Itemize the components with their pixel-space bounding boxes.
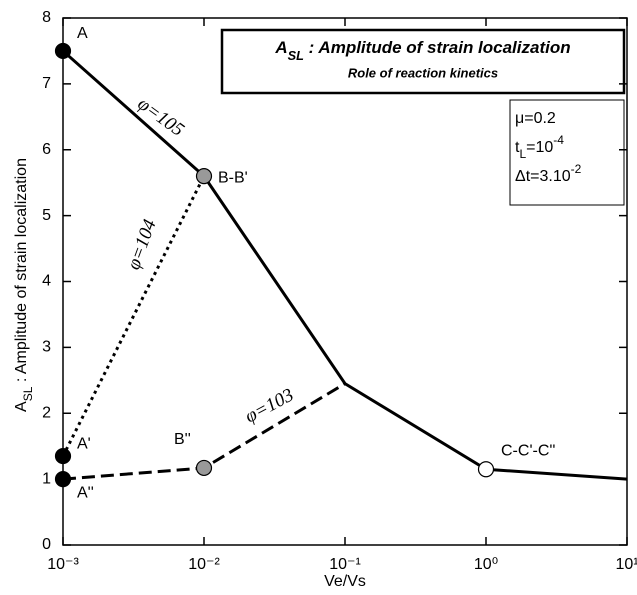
y-tick-label: 3 [42,339,51,356]
y-tick-label: 4 [42,273,51,290]
text-run: : Amplitude of strain localization [304,38,571,57]
series-label: φ=103 [242,385,298,428]
y-tick-label: 2 [42,404,51,421]
point-marker [54,42,72,60]
series-line [61,175,206,457]
point-label: A [77,25,88,42]
point-label: B'' [174,431,191,448]
chart-title: ASL : Amplitude of strain localization [274,38,570,62]
point-label: C-C'-C'' [501,442,555,459]
series-label: φ=104 [123,216,161,272]
x-tick-label: 10⁻¹ [329,556,361,573]
x-tick-label: 10⁻² [188,556,220,573]
parameter: tL=10-4 [515,133,564,161]
point-marker [195,168,213,185]
series-label: φ=105 [134,93,188,140]
y-tick-label: 0 [42,536,51,553]
point-label: B-B' [218,169,248,186]
text-run: A [13,401,30,412]
title-box [220,28,626,95]
superscript: -2 [571,162,582,176]
y-axis-label: ASL : Amplitude of strain localization [13,158,35,412]
point-marker [54,471,72,488]
y-tick-label: 5 [42,207,51,224]
y-tick-label: 8 [42,9,51,26]
subscript: SL [21,386,35,401]
text-run: A [274,38,287,57]
point-marker [477,461,495,478]
parameter: μ=0.2 [515,110,556,127]
x-axis-label: Ve/Vs [324,573,366,590]
superscript: -4 [553,133,564,147]
x-tick-label: 10⁰ [474,556,498,573]
text-run: : Amplitude of strain localization [13,158,30,387]
y-tick-label: 1 [42,470,51,487]
point-label: A' [77,435,91,452]
parameter: Δt=3.10-2 [515,162,582,185]
text-run: Δt=3.10 [515,168,571,185]
parameter-box [509,99,625,206]
y-tick-label: 6 [42,141,51,158]
series-line [62,49,628,481]
text-run: t [515,139,520,156]
text-run: μ=0.2 [515,110,556,127]
y-tick-label: 7 [42,75,51,92]
subscript: L [519,147,526,161]
x-tick-label: 10⁻³ [47,556,79,573]
text-run: =10 [526,139,553,156]
x-tick-label: 10¹ [615,556,637,573]
point-marker [54,447,72,465]
subscript: SL [288,48,305,63]
chart-subtitle: Role of reaction kinetics [348,65,498,80]
point-marker [195,459,213,477]
point-label: A'' [77,484,94,501]
